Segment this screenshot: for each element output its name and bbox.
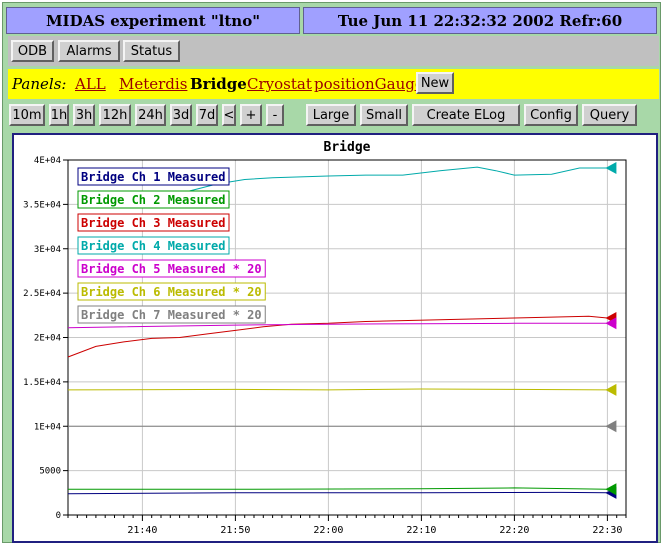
series-line-ch3 <box>67 315 608 358</box>
legend-box-ch5 <box>77 259 266 278</box>
panel-link-positiongauge[interactable]: positionGauge <box>314 75 424 93</box>
time-7d-button[interactable]: 7d <box>196 104 218 126</box>
time-range-bar: 10m 1h 3h 12h 24h 3d 7d < + - <box>6 100 300 130</box>
chart-title: Bridge <box>324 140 371 155</box>
panels-bar: Panels: ALL Meterdis Bridge Cryostat pos… <box>8 69 659 99</box>
x-tick-label: 22:10 <box>406 525 436 536</box>
zoom-in-button[interactable]: + <box>240 104 262 126</box>
history-chart: Bridge 0 5000 1E+04 1.5E+04 2E+04 2.5E+04 3E+04… <box>23 140 627 536</box>
series-end-marker-ch7 <box>605 420 617 433</box>
y-tick-label: 2E+04 <box>34 334 61 344</box>
time-10m-button[interactable]: 10m <box>9 104 45 126</box>
series-end-marker-ch2 <box>605 483 617 496</box>
time-1h-button[interactable]: 1h <box>49 104 69 126</box>
y-tick-label: 3.5E+04 <box>23 200 61 210</box>
y-tick-label: 4E+04 <box>34 156 61 166</box>
time-3d-button[interactable]: 3d <box>170 104 192 126</box>
panel-active-bridge: Bridge <box>190 75 247 93</box>
y-tick-label: 2.5E+04 <box>23 289 61 299</box>
y-tick-label: 3E+04 <box>34 245 61 255</box>
main-toolbar: ODB Alarms Status <box>8 36 659 66</box>
odb-button[interactable]: ODB <box>11 40 54 62</box>
time-back-button[interactable]: < <box>222 104 236 126</box>
panel-link-cryostat[interactable]: Cryostat <box>247 75 312 93</box>
series-line-ch4 <box>160 166 608 204</box>
legend-label-ch5: Bridge Ch 5 Measured * 20 <box>81 262 262 276</box>
series-line-ch6 <box>67 388 608 391</box>
x-tick-label: 22:20 <box>499 525 529 536</box>
legend-label-ch4: Bridge Ch 4 Measured <box>81 239 226 253</box>
legend-box-ch6 <box>77 282 266 301</box>
new-panel-button[interactable]: New <box>416 72 454 94</box>
panel-link-meterdis[interactable]: Meterdis <box>119 75 188 93</box>
create-elog-button[interactable]: Create ELog <box>412 104 520 126</box>
plot-frame <box>67 159 627 516</box>
series-line-ch5 <box>67 322 608 329</box>
legend-box-ch3 <box>77 213 230 232</box>
config-button[interactable]: Config <box>524 104 578 126</box>
legend-box-ch1 <box>77 167 230 186</box>
status-button[interactable]: Status <box>123 40 180 62</box>
datetime-refresh: Tue Jun 11 22:32:32 2002 Refr:60 <box>303 7 657 34</box>
series-end-marker-ch6 <box>605 383 617 396</box>
x-tick-label: 22:30 <box>592 525 622 536</box>
action-bar: Large Small Create ELog Config Query <box>303 100 657 130</box>
alarms-button[interactable]: Alarms <box>58 40 120 62</box>
y-tick-label: 5000 <box>39 467 61 477</box>
experiment-title: MIDAS experiment "ltno" <box>6 7 300 34</box>
time-3h-button[interactable]: 3h <box>73 104 95 126</box>
x-tick-label: 22:00 <box>313 525 343 536</box>
series-end-marker-ch5 <box>605 317 617 330</box>
large-button[interactable]: Large <box>306 104 356 126</box>
panel-link-all[interactable]: ALL <box>75 75 106 93</box>
legend-label-ch1: Bridge Ch 1 Measured <box>81 170 226 184</box>
y-tick-label: 1E+04 <box>34 422 61 432</box>
time-12h-button[interactable]: 12h <box>99 104 131 126</box>
query-button[interactable]: Query <box>582 104 637 126</box>
panels-label: Panels: <box>12 75 67 93</box>
legend-box-ch2 <box>77 190 230 209</box>
series-line-ch2 <box>68 487 608 490</box>
x-tick-label: 21:40 <box>127 525 157 536</box>
small-button[interactable]: Small <box>360 104 408 126</box>
legend-box-ch7 <box>77 305 266 324</box>
legend-label-ch7: Bridge Ch 7 Measured * 20 <box>81 308 262 322</box>
history-chart-box: Bridge 0 5000 1E+04 1.5E+04 2E+04 2.5E+04 3E+04… <box>12 133 658 543</box>
y-tick-label: 1.5E+04 <box>23 378 61 388</box>
legend-label-ch3: Bridge Ch 3 Measured <box>81 216 226 230</box>
legend-label-ch6: Bridge Ch 6 Measured * 20 <box>81 285 262 299</box>
series-line-ch1 <box>67 491 608 495</box>
legend-label-ch2: Bridge Ch 2 Measured <box>81 193 226 207</box>
time-24h-button[interactable]: 24h <box>135 104 166 126</box>
y-tick-label: 0 <box>56 511 61 521</box>
series-end-marker-ch4 <box>605 161 617 174</box>
zoom-out-button[interactable]: - <box>266 104 284 126</box>
legend-box-ch4 <box>77 236 230 255</box>
x-tick-label: 21:50 <box>220 525 250 536</box>
